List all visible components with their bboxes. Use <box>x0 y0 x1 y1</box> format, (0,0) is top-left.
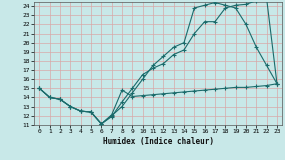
X-axis label: Humidex (Indice chaleur): Humidex (Indice chaleur) <box>103 137 214 146</box>
